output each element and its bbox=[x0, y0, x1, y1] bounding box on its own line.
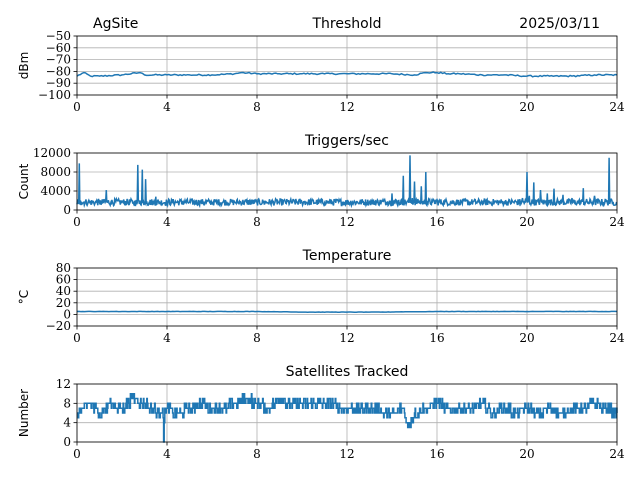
x-tick-label: 24 bbox=[609, 215, 625, 229]
x-tick-label: 8 bbox=[253, 100, 261, 114]
series-line-2 bbox=[76, 155, 618, 209]
x-tick-label: 16 bbox=[429, 447, 444, 461]
chart-panel-2: 0 4 8 12 16 20 24 0 4000 8000 12000 Triggers/sec Cou… bbox=[17, 133, 625, 229]
chart-title: Satellites Tracked bbox=[286, 364, 409, 380]
chart-title: Temperature bbox=[302, 248, 392, 264]
x-tick-label: 24 bbox=[609, 331, 625, 345]
chart-title: Triggers/sec bbox=[304, 133, 389, 149]
chart-panel-4: 0 4 8 12 16 20 24 0 4 8 12 Satellites Tracked Number bbox=[17, 364, 625, 461]
x-tick-label: 4 bbox=[163, 100, 171, 114]
y-tick-label: −80 bbox=[46, 64, 71, 78]
x-tick-label: 12 bbox=[339, 100, 354, 114]
x-tick-label: 20 bbox=[519, 215, 534, 229]
y-tick-label: 8000 bbox=[40, 165, 71, 179]
x-tick-label: 12 bbox=[339, 447, 354, 461]
x-tick-label: 0 bbox=[73, 215, 81, 229]
y-tick-label: 4 bbox=[63, 416, 71, 430]
x-tick-label: 24 bbox=[609, 447, 625, 461]
series-line-4 bbox=[77, 392, 618, 443]
series-line-3 bbox=[76, 310, 618, 313]
y-tick-label: −70 bbox=[46, 53, 71, 67]
x-tick-label: 0 bbox=[73, 100, 81, 114]
x-tick-label: 8 bbox=[253, 447, 261, 461]
x-tick-label: 20 bbox=[519, 447, 534, 461]
site-label: AgSite bbox=[93, 16, 138, 32]
y-tick-label: 0 bbox=[63, 203, 71, 217]
chart-panel-1: 0 4 8 12 16 20 24 −50−60−70−80−90−100 Threshold d… bbox=[17, 16, 625, 114]
y-axis-label: Number bbox=[17, 389, 31, 437]
x-tick-label: 16 bbox=[429, 331, 444, 345]
series-line-1 bbox=[76, 71, 618, 78]
x-tick-label: 12 bbox=[339, 215, 354, 229]
y-axis-label: °C bbox=[17, 290, 31, 304]
x-tick-label: 4 bbox=[163, 331, 171, 345]
y-tick-label: 12 bbox=[56, 377, 71, 391]
x-tick-label: 16 bbox=[429, 215, 444, 229]
y-tick-label: 0 bbox=[63, 307, 71, 321]
x-tick-label: 20 bbox=[519, 100, 534, 114]
y-axis-label: dBm bbox=[17, 52, 31, 80]
x-tick-label: 0 bbox=[73, 447, 81, 461]
y-tick-label: 12000 bbox=[33, 146, 71, 160]
y-tick-label: −60 bbox=[46, 41, 71, 55]
chart-panels: 0 4 8 12 16 20 24 −50−60−70−80−90−100 Threshold d… bbox=[17, 16, 625, 461]
y-tick-label: 4000 bbox=[40, 184, 71, 198]
y-tick-label: 8 bbox=[63, 396, 71, 410]
y-tick-label: −100 bbox=[38, 88, 71, 102]
y-tick-label: 80 bbox=[56, 261, 71, 275]
x-tick-label: 24 bbox=[609, 100, 625, 114]
chart-title: Threshold bbox=[312, 16, 382, 32]
y-tick-label: −20 bbox=[46, 319, 71, 333]
x-tick-label: 4 bbox=[163, 447, 171, 461]
y-tick-label: 40 bbox=[56, 284, 71, 298]
y-axis-label: Count bbox=[17, 163, 31, 199]
x-tick-label: 16 bbox=[429, 100, 444, 114]
x-tick-label: 0 bbox=[73, 331, 81, 345]
y-tick-label: −50 bbox=[46, 29, 71, 43]
y-tick-label: 20 bbox=[56, 296, 71, 310]
x-tick-label: 8 bbox=[253, 215, 261, 229]
x-tick-label: 8 bbox=[253, 331, 261, 345]
x-tick-label: 20 bbox=[519, 331, 534, 345]
x-tick-label: 12 bbox=[339, 331, 354, 345]
y-tick-label: 0 bbox=[63, 435, 71, 449]
y-tick-label: 60 bbox=[56, 273, 71, 287]
y-tick-label: −90 bbox=[46, 76, 71, 90]
x-tick-label: 4 bbox=[163, 215, 171, 229]
date-label: 2025/03/11 bbox=[519, 16, 600, 32]
